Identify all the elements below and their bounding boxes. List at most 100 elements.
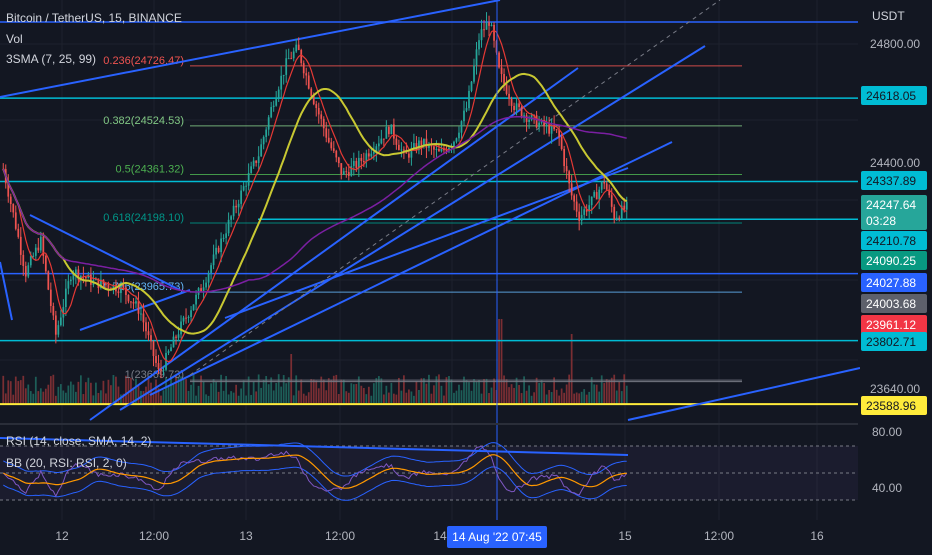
price-tag: 24618.05 bbox=[861, 86, 927, 105]
candle-body bbox=[623, 205, 626, 210]
candle-body bbox=[52, 305, 55, 316]
volume-bar bbox=[317, 388, 320, 404]
volume-bar bbox=[623, 374, 626, 404]
price-tick-label: 24400.00 bbox=[870, 156, 920, 170]
candle-body bbox=[85, 277, 87, 279]
candle-body bbox=[24, 266, 27, 277]
volume-bar bbox=[600, 375, 603, 404]
candle-body bbox=[182, 317, 185, 322]
volume-bar bbox=[142, 391, 145, 404]
volume-bar bbox=[555, 389, 558, 404]
volume-bar bbox=[533, 392, 535, 404]
volume-bar bbox=[583, 389, 586, 404]
volume-bar bbox=[160, 395, 162, 404]
candle-body bbox=[302, 63, 305, 74]
currency-label: USDT bbox=[872, 9, 905, 23]
price-tag-background bbox=[861, 86, 927, 105]
volume-bar bbox=[525, 390, 528, 404]
volume-bar bbox=[453, 392, 455, 404]
volume-bar bbox=[312, 379, 315, 404]
volume-bar bbox=[460, 390, 463, 404]
candle-body bbox=[325, 128, 328, 138]
trend-line[interactable] bbox=[79, 289, 191, 331]
candle-body bbox=[305, 73, 308, 76]
volume-bar bbox=[64, 392, 67, 404]
candle-body bbox=[470, 81, 473, 91]
volume-bar bbox=[433, 385, 435, 404]
rsi-trend-line[interactable] bbox=[0, 437, 629, 456]
volume-bar bbox=[252, 381, 255, 404]
price-tag: 03:28 bbox=[861, 211, 927, 230]
candle-body bbox=[200, 288, 202, 292]
candle-body bbox=[575, 201, 578, 212]
candle-body bbox=[455, 138, 458, 142]
fibonacci-levels: 0.236(24726.47) 0.382(24524.53) 0.5(24361.… bbox=[103, 55, 742, 383]
candle-body bbox=[428, 144, 430, 148]
volume-bar bbox=[205, 394, 207, 404]
candle-body bbox=[553, 124, 556, 130]
candle-body bbox=[212, 254, 215, 266]
volume-bar bbox=[445, 377, 448, 404]
candle-body bbox=[518, 103, 520, 107]
candle-body bbox=[503, 73, 505, 84]
trend-line[interactable] bbox=[119, 45, 706, 411]
price-tag-label: 24090.25 bbox=[866, 254, 916, 268]
trend-line[interactable] bbox=[224, 167, 629, 319]
trend-line[interactable] bbox=[627, 367, 861, 421]
volume-bar bbox=[172, 383, 175, 404]
volume-bar bbox=[49, 376, 52, 404]
volume-bar bbox=[332, 375, 335, 404]
price-tag: 24247.64 bbox=[861, 195, 927, 214]
candle-body bbox=[515, 103, 518, 110]
candle-body bbox=[87, 274, 90, 279]
volume-bar bbox=[132, 387, 135, 404]
candle-body bbox=[498, 52, 500, 68]
candle-body bbox=[282, 74, 285, 76]
time-tick-label: 12:00 bbox=[325, 529, 355, 543]
candle-body bbox=[95, 278, 97, 281]
volume-bar bbox=[588, 391, 591, 404]
candle-body bbox=[415, 143, 418, 151]
sma-25-line bbox=[2, 72, 628, 335]
volume-bar bbox=[235, 384, 238, 404]
price-tag-label: 23961.12 bbox=[866, 318, 916, 332]
rsi-ma-line bbox=[3, 454, 627, 489]
volume-bar bbox=[380, 378, 383, 404]
volume-bar bbox=[272, 390, 275, 404]
candle-body bbox=[165, 352, 167, 370]
volume-bar bbox=[493, 378, 495, 404]
volume-bar bbox=[200, 375, 202, 404]
volume-bar bbox=[59, 384, 62, 404]
volume-bar bbox=[100, 390, 102, 404]
trend-line[interactable] bbox=[0, 0, 501, 98]
price-tag-label: 24003.68 bbox=[866, 297, 916, 311]
candle-body bbox=[352, 160, 355, 166]
price-tag-background bbox=[861, 332, 927, 351]
candle-body bbox=[573, 195, 576, 202]
volume-bar bbox=[535, 377, 538, 404]
trend-line[interactable] bbox=[29, 214, 181, 291]
candle-body bbox=[12, 204, 15, 213]
sma-7-line bbox=[2, 29, 627, 363]
candle-body bbox=[500, 67, 503, 74]
candle-body bbox=[538, 122, 540, 128]
volume-bar bbox=[350, 383, 353, 404]
candle-body bbox=[438, 148, 440, 152]
volume-bar bbox=[290, 354, 293, 404]
price-tag: 23802.71 bbox=[861, 332, 927, 351]
candle-body bbox=[267, 117, 270, 130]
volume-bar bbox=[387, 392, 390, 404]
candle-body bbox=[398, 144, 400, 151]
candle-body bbox=[210, 265, 212, 273]
volume-bar bbox=[210, 383, 212, 404]
price-tag-label: 24337.89 bbox=[866, 174, 916, 188]
grid bbox=[0, 0, 858, 520]
candle-body bbox=[172, 336, 175, 348]
candle-body bbox=[17, 228, 20, 237]
candle-body bbox=[380, 138, 383, 144]
volume-bar bbox=[67, 385, 70, 404]
candle-body bbox=[480, 29, 483, 41]
trend-line[interactable] bbox=[0, 261, 13, 321]
